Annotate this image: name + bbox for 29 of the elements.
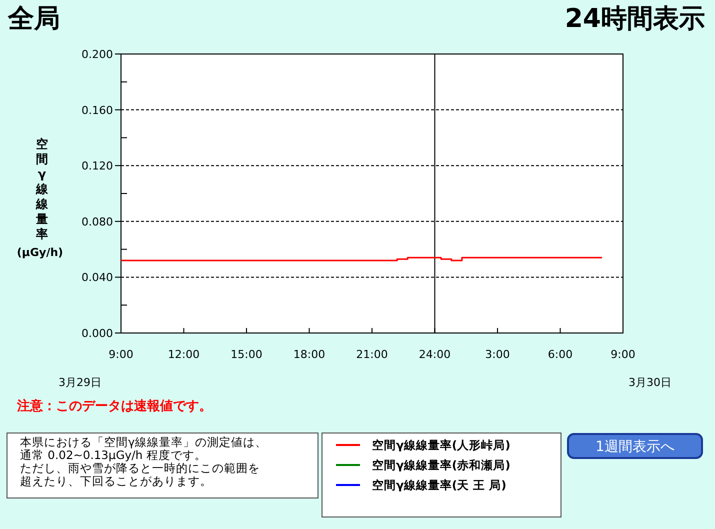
legend-label: 空間γ線線量率(人形峠局): [372, 438, 510, 452]
y-tick-label: 0.120: [82, 160, 113, 173]
legend-label: 空間γ線線量率(赤和瀬局): [372, 458, 510, 472]
text: 注意：このデータは速報値です。: [16, 398, 212, 414]
y-tick-label: 0.200: [82, 48, 113, 61]
chart-subtitle: 24時間表示: [564, 4, 705, 34]
text: 超えたり、下回ることがあります。: [20, 474, 212, 488]
text: ただし、雨や雪が降ると一時的にこの範囲を: [20, 461, 260, 475]
y-axis-title: 空間γ線線量率 (μGy/h): [16, 137, 64, 259]
text: 通常 0.02~0.13μGy/h 程度です。: [20, 448, 206, 462]
text: 3月30日: [628, 376, 672, 389]
text: 本県における「空間γ線線量率」の測定値は、: [20, 435, 267, 449]
x-tick-label: 18:00: [293, 348, 326, 361]
chart-title: 全局: [7, 4, 60, 34]
x-tick-label: 12:00: [168, 348, 200, 361]
x-tick-label: 6:00: [548, 348, 573, 361]
x-tick-label: 15:00: [230, 348, 262, 361]
x-tick-label: 24:00: [418, 348, 451, 361]
button: 1週間表示へ: [567, 433, 703, 459]
x-tick-label: 21:00: [356, 348, 388, 361]
text: 3月29日: [58, 376, 102, 389]
x-tick-label: 3:00: [485, 348, 510, 361]
x-tick-label: 9:00: [610, 348, 636, 361]
y-tick-label: 0.000: [82, 327, 113, 340]
x-tick-label: 9:00: [108, 348, 134, 361]
y-tick-label: 0.160: [82, 104, 113, 117]
y-tick-label: 0.040: [82, 271, 113, 284]
y-tick-label: 0.080: [82, 215, 113, 228]
legend-label: 空間γ線線量率(天 王 局): [372, 478, 506, 492]
